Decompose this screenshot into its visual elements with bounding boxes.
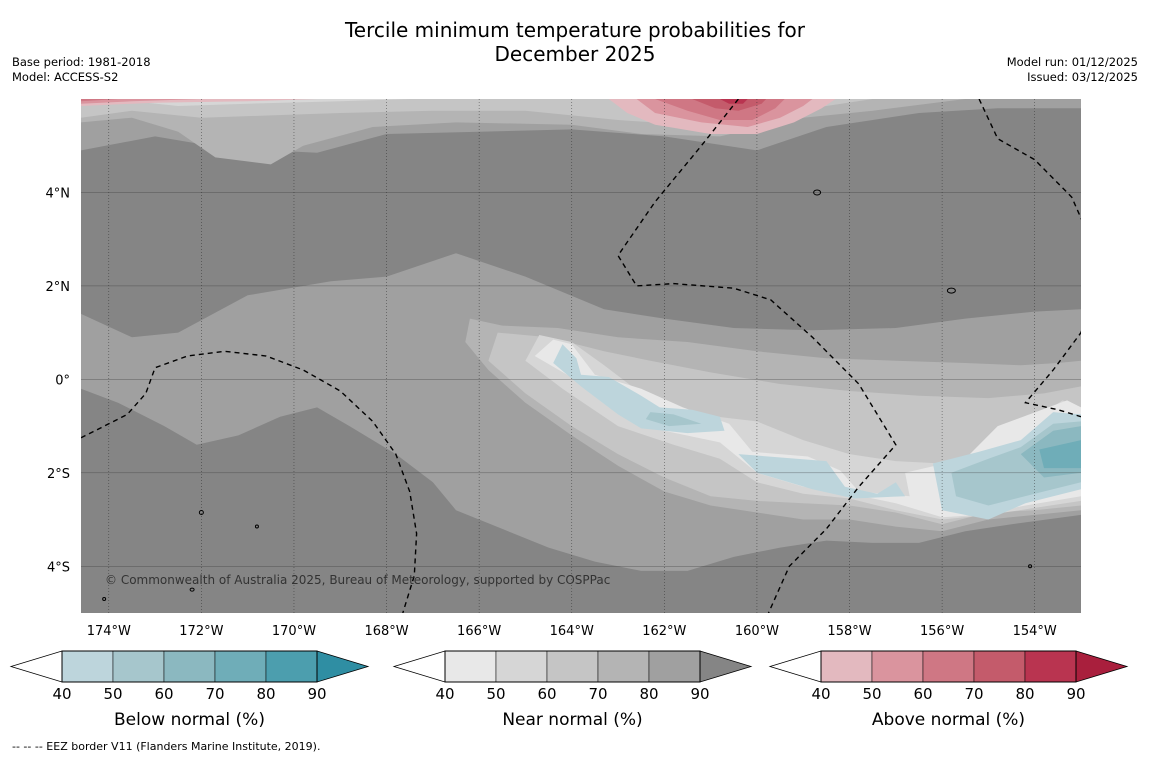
colorbar-tick-label: 50 [103,685,122,703]
region-below-normal-50 [645,412,702,427]
x-tick-label: 158°W [827,624,871,639]
colorbar-tick-label: 90 [307,685,326,703]
colorbar-min-extension [392,650,446,683]
colorbar-swatch [871,650,924,683]
colorbar-swatch [597,650,650,683]
x-tick-label: 172°W [179,624,223,639]
chart-title: Tercile minimum temperature probabilitie… [0,18,1150,66]
colorbar-swatch [546,650,599,683]
colorbar-tick-label: 70 [588,685,607,703]
colorbar-swatch [648,650,701,683]
colorbar-label: Near normal (%) [502,710,642,730]
colorbar-tick-label: 70 [964,685,983,703]
axes: 174°W 172°W 170°W 168°W 166°W 164°W 162°W 160°W… [46,186,1057,639]
island-coastline [1028,564,1033,569]
model-info: Base period: 1981-2018 Model: ACCESS-S2 [12,55,151,85]
colorbar-below-normal: 40 50 60 70 80 90 Below normal (%) [9,650,370,730]
region-above-normal-70 [692,99,767,111]
y-tick-label: 4°S [47,560,70,575]
colorbar-tick-label: 50 [862,685,881,703]
colorbar-max-extension [316,650,370,683]
colorbar-tick-label: 80 [256,685,275,703]
colorbar-tick-label: 90 [690,685,709,703]
model-name: Model: ACCESS-S2 [12,70,119,84]
y-tick-label: 2°N [46,280,71,295]
island-coastline [102,596,107,601]
copyright-notice: © Commonwealth of Australia 2025, Bureau… [105,573,610,587]
x-tick-label: 166°W [457,624,501,639]
region-above-normal-50 [81,99,202,104]
colorbar-tick-label: 90 [1066,685,1085,703]
x-tick-label: 154°W [1013,624,1057,639]
chart-title-line2: December 2025 [494,42,656,66]
colorbar-swatch [973,650,1026,683]
run-info: Model run: 01/12/2025 Issued: 03/12/2025 [1007,55,1138,85]
model-run-date: Model run: 01/12/2025 [1006,55,1138,69]
base-period: Base period: 1981-2018 [12,55,151,69]
map-area: © Commonwealth of Australia 2025, Bureau… [81,99,1081,613]
y-tick-label: 4°N [46,186,71,201]
colorbar-swatch [820,650,873,683]
eez-border-line [81,350,418,613]
x-tick-label: 160°W [735,624,779,639]
colorbar-swatch [163,650,216,683]
colorbar-swatch [444,650,497,683]
island-coastline [813,189,822,196]
colorbar-tick-label: 40 [811,685,830,703]
colorbar-swatch [495,650,548,683]
colorbar-tick-label: 60 [913,685,932,703]
colorbars: 40 50 60 70 80 90 Below normal (%) 40 50 60 70 80 90… [9,650,1129,730]
x-tick-label: 164°W [550,624,594,639]
x-tick-label: 162°W [642,624,686,639]
island-coastline [946,287,956,294]
colorbar-above-normal: 40 50 60 70 80 90 Above normal (%) [768,650,1129,730]
colorbar-swatch [1024,650,1077,683]
colorbar-swatch [214,650,267,683]
colorbar-frame [444,650,701,683]
colorbar-tick-label: 50 [486,685,505,703]
y-tick-label: 0° [55,373,70,388]
colorbar-swatch [922,650,975,683]
region-below-normal-40 [738,454,906,499]
colorbar-tick-label: 40 [52,685,71,703]
x-tick-label: 174°W [87,624,131,639]
colorbar-tick-label: 40 [435,685,454,703]
chart-title-line1: Tercile minimum temperature probabilitie… [344,18,806,42]
colorbar-tick-label: 80 [1015,685,1034,703]
x-tick-label: 168°W [364,624,408,639]
colorbar-swatch [61,650,114,683]
colorbar-swatch [265,650,318,683]
x-tick-label: 170°W [272,624,316,639]
eez-border-line [617,99,897,613]
colorbar-tick-label: 80 [639,685,658,703]
colorbar-min-extension [768,650,822,683]
colorbar-swatch [112,650,165,683]
colorbar-tick-label: 60 [537,685,556,703]
region-above-normal-80 [719,99,748,104]
colorbar-max-extension [1075,650,1129,683]
island-coastline [254,524,259,529]
region-below-normal-40 [553,344,725,434]
region-below-normal-70 [1039,440,1081,469]
eez-border-line [978,99,1081,418]
colorbar-max-extension [699,650,753,683]
colorbar-near-normal: 40 50 60 70 80 90 Near normal (%) [392,650,753,730]
x-tick-label: 156°W [920,624,964,639]
island-coastline [189,587,195,592]
colorbar-tick-label: 70 [205,685,224,703]
colorbar-tick-label: 60 [154,685,173,703]
y-tick-label: 2°S [47,467,70,482]
colorbar-label: Above normal (%) [872,710,1025,730]
colorbar-min-extension [9,650,63,683]
eez-legend-note: -- -- -- EEZ border V11 (Flanders Marine… [12,740,321,753]
map-plot: © Commonwealth of Australia 2025, Bureau… [81,99,1081,613]
colorbar-frame [61,650,318,683]
colorbar-label: Below normal (%) [114,710,265,730]
issued-date: Issued: 03/12/2025 [1027,70,1138,84]
colorbar-frame [820,650,1077,683]
island-coastline [198,510,204,516]
